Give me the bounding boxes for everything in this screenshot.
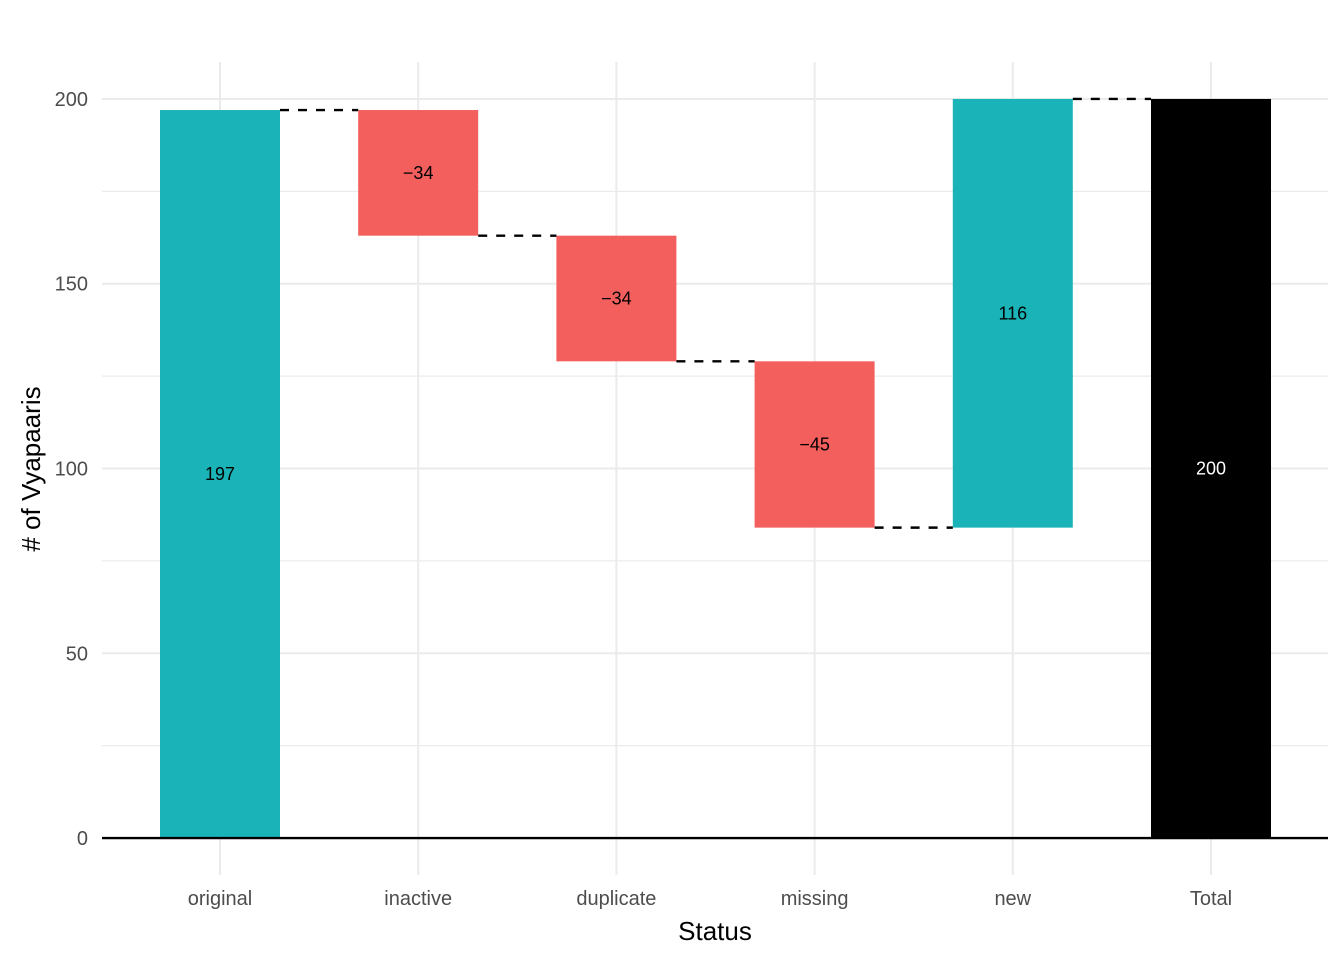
bar-value-label: 200 <box>1196 459 1226 479</box>
bar-value-label: −45 <box>799 434 830 454</box>
x-tick-label: inactive <box>384 888 452 910</box>
bar-new <box>952 98 1073 528</box>
bars <box>160 98 1271 839</box>
bar-value-label: 116 <box>998 303 1027 323</box>
bar-total <box>1151 98 1271 839</box>
x-axis-ticks: original inactive duplicate missing new Total <box>188 888 1232 910</box>
bar-value-label: 197 <box>205 464 235 484</box>
bar-original <box>160 110 280 839</box>
bar-labels: 197 −34 −34 −45 116 200 <box>205 163 1226 484</box>
x-tick-label: original <box>188 888 252 910</box>
x-tick-label: missing <box>781 888 849 910</box>
grid-lines <box>102 62 1328 875</box>
y-tick-label: 100 <box>55 459 88 481</box>
y-tick-label: 200 <box>55 89 88 111</box>
bar-duplicate <box>556 235 677 362</box>
bar-inactive <box>358 110 479 236</box>
y-tick-label: 50 <box>66 643 88 665</box>
bar-value-label: −34 <box>601 289 632 309</box>
bar-missing <box>754 361 875 528</box>
y-axis-title: # of Vyapaaris <box>16 386 46 551</box>
x-tick-label: Total <box>1190 888 1232 910</box>
y-tick-label: 150 <box>55 274 88 296</box>
bar-value-label: −34 <box>403 163 434 183</box>
y-axis-ticks: 0 50 100 150 200 <box>55 89 88 850</box>
y-tick-label: 0 <box>77 828 88 850</box>
x-axis-title: Status <box>678 916 752 946</box>
connector-lines <box>280 97 1151 529</box>
x-tick-label: duplicate <box>576 888 656 910</box>
x-tick-label: new <box>994 888 1031 910</box>
